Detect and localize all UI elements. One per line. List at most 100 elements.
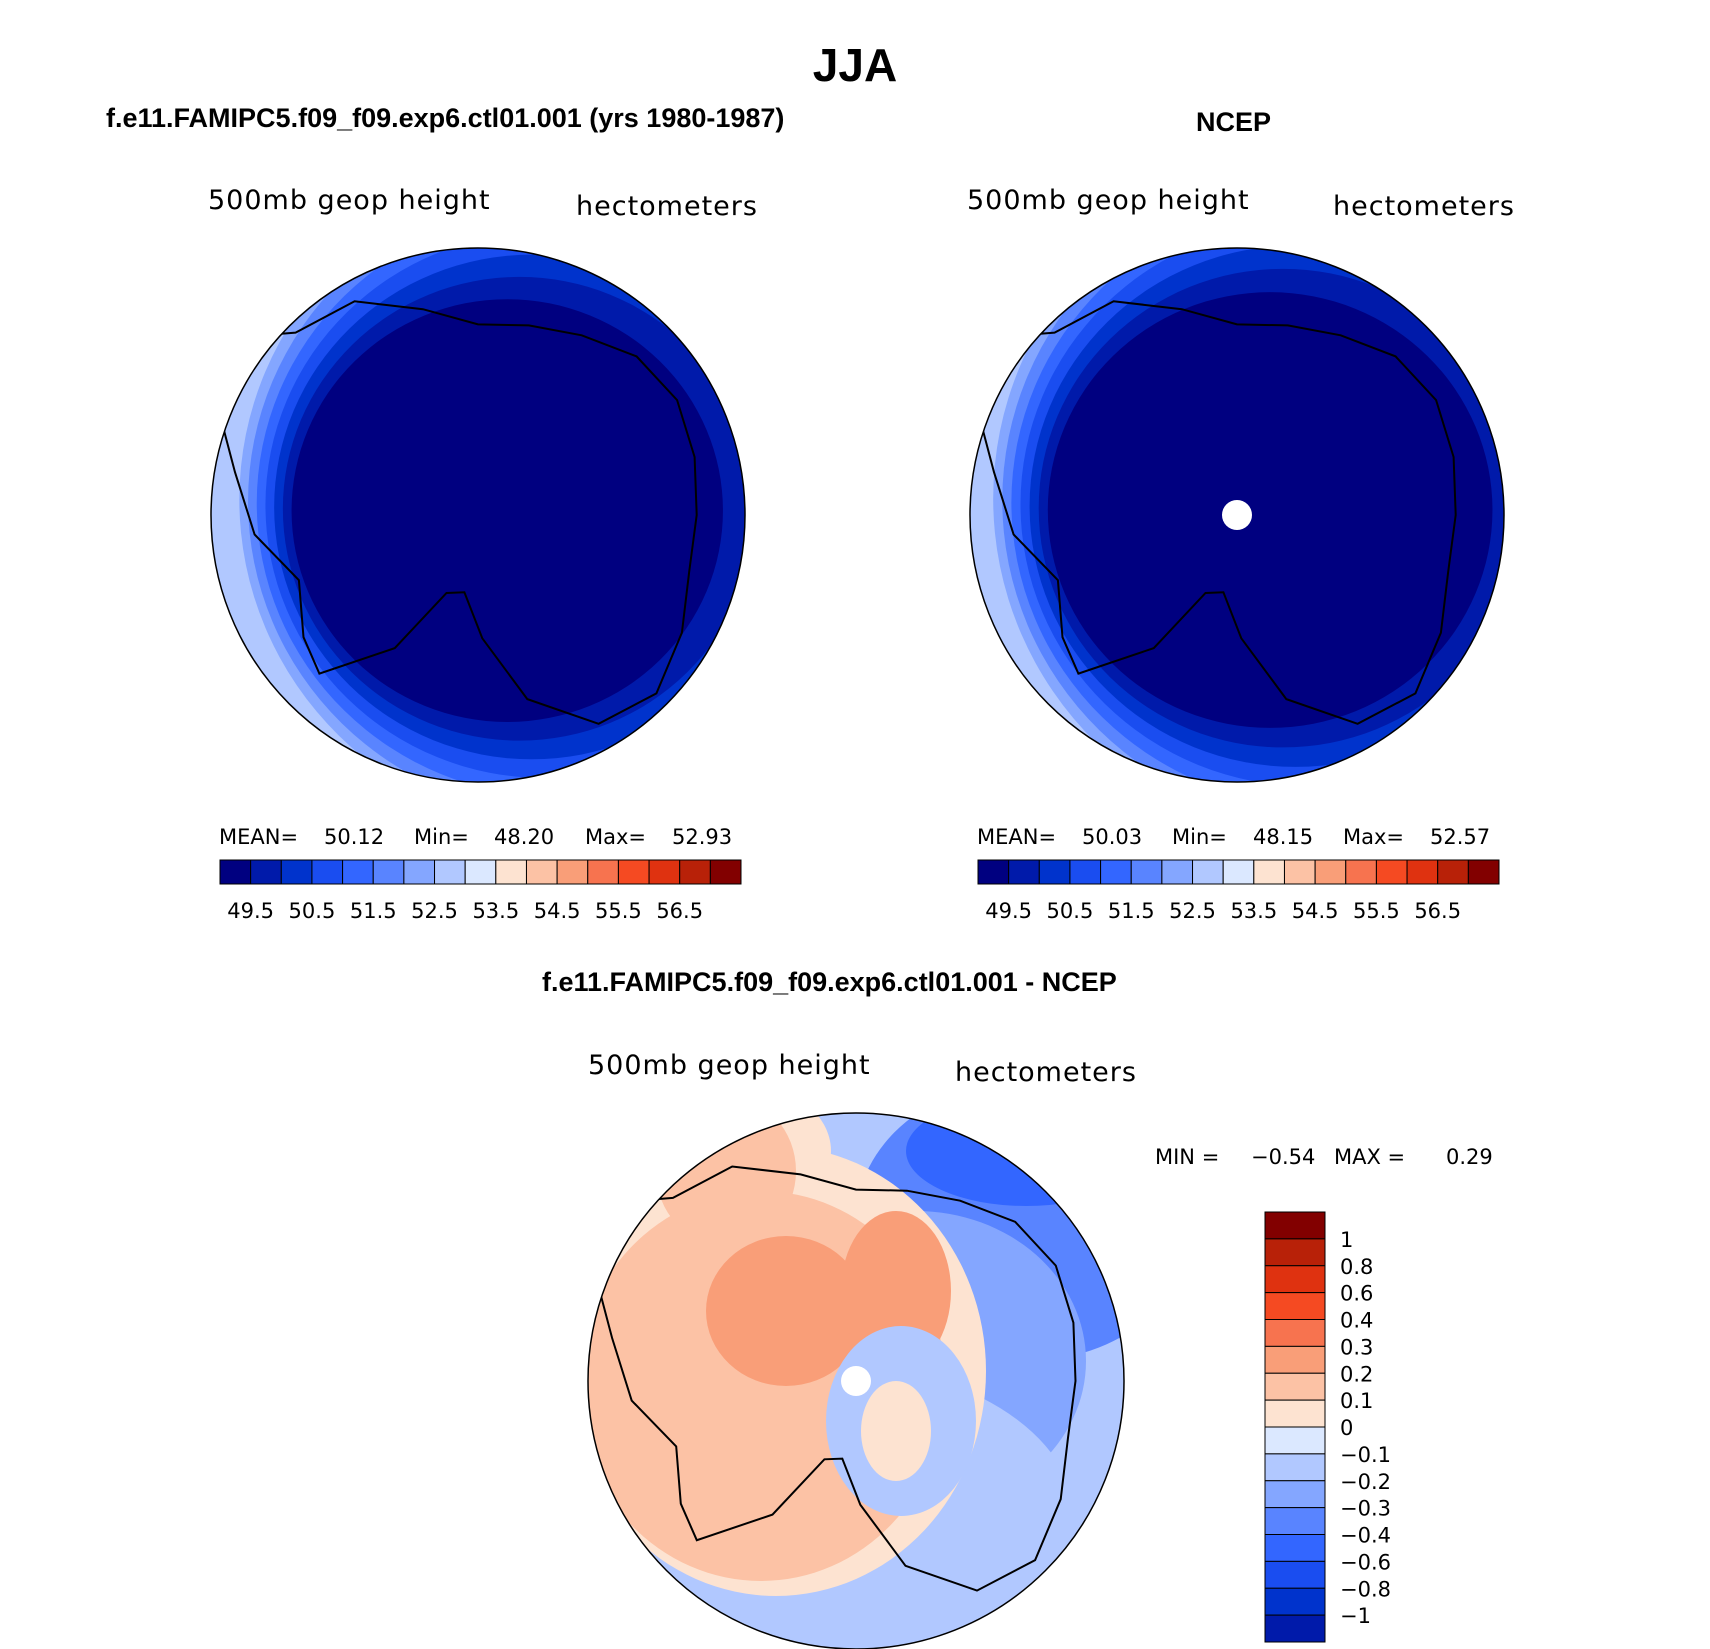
colorbar-model-swatch-1 <box>250 859 282 885</box>
colorbar-ncep-swatch-10 <box>1283 859 1316 885</box>
colorbar-ncep-label-4: 53.5 <box>1230 899 1277 923</box>
colorbar-diff-swatch-13 <box>1264 1560 1326 1589</box>
colorbar-diff-swatch-4 <box>1264 1319 1326 1347</box>
map-diff-boundary <box>587 1112 1125 1649</box>
map-diff <box>588 1113 1124 1649</box>
colorbar-diff-label-6: 0.1 <box>1340 1389 1373 1413</box>
colorbar-diff-label-7: 0 <box>1340 1416 1353 1440</box>
colorbar-model-swatch-5 <box>372 859 405 885</box>
colorbar-diff-label-3: 0.4 <box>1340 1309 1373 1333</box>
colorbar-ncep-label-2: 51.5 <box>1108 899 1155 923</box>
colorbar-ncep-swatch-0 <box>977 859 1010 885</box>
colorbar-diff-swatch-15 <box>1264 1614 1326 1643</box>
colorbar-ncep-swatch-8 <box>1222 859 1255 885</box>
colorbar-ncep-label-5: 54.5 <box>1292 899 1339 923</box>
colorbar-diff-swatch-5 <box>1264 1345 1326 1374</box>
panel-model-max-label: Max= <box>585 825 647 849</box>
colorbar-model-swatch-4 <box>342 859 374 885</box>
colorbar-ncep-swatch-15 <box>1437 859 1469 885</box>
colorbar-model-swatch-14 <box>648 859 681 885</box>
colorbar-model-label-5: 54.5 <box>534 899 581 923</box>
colorbar-diff-swatch-2 <box>1264 1265 1326 1294</box>
colorbar-diff-swatch-8 <box>1264 1426 1326 1455</box>
panel-diff-min-label: MIN = <box>1155 1145 1220 1169</box>
colorbar-ncep-label-0: 49.5 <box>985 899 1032 923</box>
colorbar-ncep-swatch-6 <box>1161 859 1194 885</box>
colorbar-model-label-1: 50.5 <box>289 899 336 923</box>
colorbar-diff-swatch-7 <box>1264 1399 1326 1428</box>
colorbar-diff-swatch-14 <box>1264 1587 1326 1616</box>
colorbar-model: 49.5 50.5 51.5 52.5 53.5 54.5 55.5 56.5 <box>219 859 742 923</box>
colorbar-diff-label-0: 1 <box>1340 1228 1353 1252</box>
map-ncep-boundary <box>969 247 1505 783</box>
colorbar-ncep-swatch-7 <box>1192 859 1224 885</box>
colorbar-diff-swatch-3 <box>1264 1292 1326 1320</box>
colorbar-model-label-2: 51.5 <box>350 899 397 923</box>
map-diff-pole-missing <box>841 1366 871 1396</box>
panel-ncep-max-value: 52.57 <box>1430 825 1491 849</box>
colorbar-diff-label-10: −0.3 <box>1340 1497 1391 1521</box>
colorbar-ncep-label-6: 55.5 <box>1353 899 1400 923</box>
colorbar-ncep-swatch-16 <box>1467 859 1500 885</box>
colorbar-model-swatch-7 <box>434 859 466 885</box>
panel-ncep-mean-label: MEAN= <box>977 825 1057 849</box>
panel-model-left-label: 500mb geop height <box>208 185 491 216</box>
panel-diff-title: f.e11.FAMIPC5.f09_f09.exp6.ctl01.001 - N… <box>542 967 1117 997</box>
colorbar-ncep-swatch-5 <box>1130 859 1163 885</box>
panel-ncep-left-label: 500mb geop height <box>967 185 1250 216</box>
colorbar-ncep-swatch-1 <box>1008 859 1040 885</box>
colorbar-diff-label-9: −0.2 <box>1340 1470 1391 1494</box>
colorbar-model-swatch-0 <box>219 859 252 885</box>
colorbar-ncep-swatch-14 <box>1406 859 1439 885</box>
colorbar-diff-swatch-0 <box>1264 1211 1326 1240</box>
map-model-boundary <box>210 247 746 783</box>
colorbar-diff-label-1: 0.8 <box>1340 1255 1373 1279</box>
panel-model-min-value: 48.20 <box>494 825 555 849</box>
panel-diff-max-value: 0.29 <box>1446 1145 1493 1169</box>
panel-diff-min-value: −0.54 <box>1251 1145 1316 1169</box>
colorbar-model-swatch-2 <box>280 859 313 885</box>
panel-ncep-min-label: Min= <box>1172 825 1227 849</box>
map-ncep-pole-missing <box>1222 500 1252 530</box>
map-diff-band-pos-02 <box>706 1236 866 1386</box>
colorbar-ncep-swatch-2 <box>1038 859 1071 885</box>
panel-model-mean-label: MEAN= <box>219 825 299 849</box>
map-diff-band-pos-00-center <box>861 1381 931 1481</box>
colorbar-diff-label-5: 0.2 <box>1340 1362 1373 1386</box>
colorbar-model-label-0: 49.5 <box>227 899 274 923</box>
colorbar-diff-swatch-11 <box>1264 1507 1326 1535</box>
map-diff-band-neg-06 <box>906 1113 1124 1206</box>
map-model-band-min <box>323 365 633 665</box>
colorbar-ncep-swatch-13 <box>1375 859 1408 885</box>
colorbar-model-swatch-10 <box>525 859 558 885</box>
figure-title: JJA <box>812 39 898 91</box>
panel-model-mean-value: 50.12 <box>324 825 385 849</box>
panel-ncep-min-value: 48.15 <box>1253 825 1314 849</box>
colorbar-diff-label-13: −0.8 <box>1340 1577 1391 1601</box>
panel-ncep-max-label: Max= <box>1343 825 1405 849</box>
panel-model-right-label: hectometers <box>576 191 758 222</box>
panel-ncep-title: NCEP <box>1196 107 1272 137</box>
colorbar-model-swatch-16 <box>709 859 742 885</box>
panel-model-min-label: Min= <box>414 825 469 849</box>
colorbar-model-swatch-15 <box>679 859 711 885</box>
map-ncep <box>970 248 1504 782</box>
colorbar-model-swatch-11 <box>556 859 589 885</box>
colorbar-model-label-3: 52.5 <box>411 899 458 923</box>
colorbar-model-swatch-9 <box>495 859 527 885</box>
colorbar-diff-swatch-1 <box>1264 1238 1326 1267</box>
colorbar-model-swatch-12 <box>587 859 619 885</box>
panel-diff-right-label: hectometers <box>955 1057 1137 1088</box>
colorbar-diff-swatch-12 <box>1264 1534 1326 1562</box>
panel-diff-max-label: MAX = <box>1334 1145 1406 1169</box>
colorbar-ncep-swatch-12 <box>1345 859 1377 885</box>
colorbar-diff-label-2: 0.6 <box>1340 1282 1373 1306</box>
colorbar-model-swatch-13 <box>617 859 650 885</box>
colorbar-model-swatch-6 <box>403 859 436 885</box>
colorbar-ncep-swatch-3 <box>1069 859 1102 885</box>
colorbar-ncep-label-7: 56.5 <box>1414 899 1461 923</box>
colorbar-diff-label-4: 0.3 <box>1340 1335 1373 1359</box>
panel-ncep-right-label: hectometers <box>1333 191 1515 222</box>
panel-diff-left-label: 500mb geop height <box>588 1050 871 1081</box>
